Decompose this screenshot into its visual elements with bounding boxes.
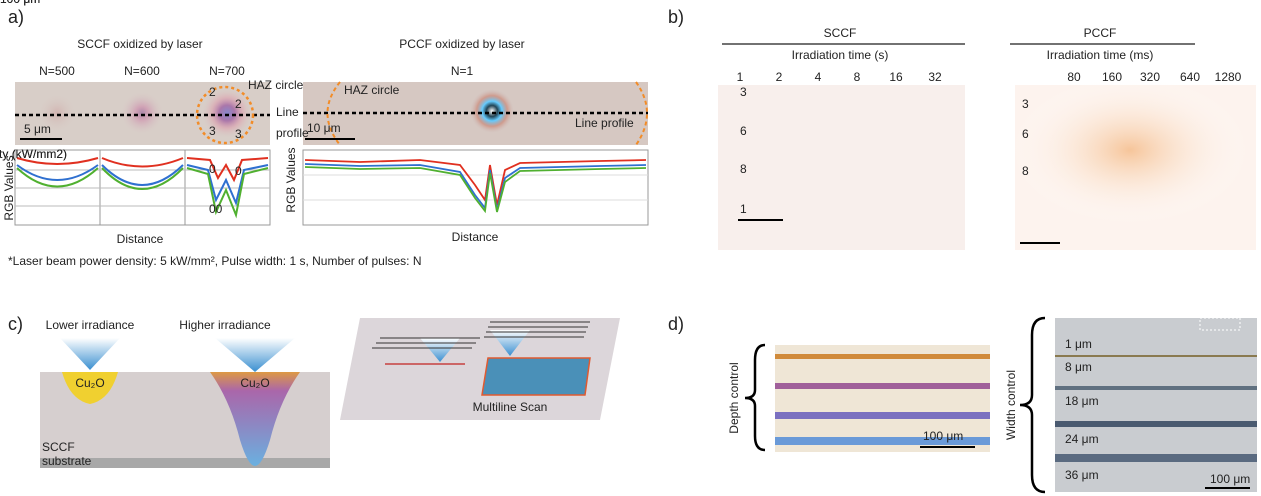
label: Cu₂O [240, 376, 269, 390]
title: SCCF [824, 26, 857, 40]
spot [120, 91, 164, 135]
panel-label: a) [8, 7, 24, 27]
pulse-label: N=1 [451, 64, 474, 78]
panel-label: b) [668, 7, 684, 27]
panel-label: d) [668, 314, 684, 334]
width-label: 24 μm [1065, 432, 1099, 446]
width-label: 8 μm [1065, 360, 1092, 374]
time-label: 16 [889, 70, 903, 84]
pulse-label: N=500 [39, 64, 75, 78]
axis-label: Distance [117, 232, 164, 246]
figure: a)SCCF oxidized by laserN=500N=600N=700H… [0, 0, 1261, 496]
brace [745, 345, 765, 450]
glow [1010, 75, 1250, 225]
time-label: 1 [737, 70, 744, 84]
panel-label: c) [8, 314, 23, 334]
label: Multiline Scan [473, 400, 548, 414]
width-label: 18 μm [1065, 394, 1099, 408]
title: SCCF oxidized by laser [77, 37, 202, 51]
sccf-grid-image [718, 85, 965, 250]
label: profile [276, 126, 309, 140]
pulse-label: N=700 [209, 64, 245, 78]
axis-title: Power density (kW/mm2) [0, 147, 67, 161]
label: Higher irradiance [179, 318, 271, 332]
stripe [775, 412, 990, 419]
time-label: 1280 [1215, 70, 1242, 84]
time-label: 80 [1067, 70, 1081, 84]
time-label: 32 [928, 70, 942, 84]
scale-label: 100 μm [0, 0, 40, 6]
scale-label: 10 μm [307, 121, 341, 135]
sccf-profiles [15, 150, 270, 225]
time-label: 8 [854, 70, 861, 84]
axis-label: RGB Values [284, 147, 298, 212]
brace [1020, 318, 1045, 492]
time-label: 4 [815, 70, 822, 84]
label: SCCF [42, 440, 75, 454]
stripe [775, 383, 990, 389]
stripe [1055, 386, 1257, 390]
axis-label: Distance [452, 230, 499, 244]
time-label: 320 [1140, 70, 1160, 84]
haz-label: HAZ circle [248, 78, 304, 92]
pccf-profiles [303, 150, 648, 225]
time-label: 2 [776, 70, 783, 84]
label: Lower irradiance [46, 318, 135, 332]
scan-area [482, 358, 590, 395]
width-label: 1 μm [1065, 337, 1092, 351]
stripe [1055, 454, 1257, 462]
label: Cu₂O [75, 376, 104, 390]
scale-label: 5 μm [24, 122, 51, 136]
beam [60, 338, 120, 370]
axis-title: Irradiation time (ms) [1047, 48, 1154, 62]
stripe [775, 354, 990, 359]
stripe [1055, 355, 1257, 357]
stripe [1055, 421, 1257, 427]
pulse-label: N=600 [124, 64, 160, 78]
width-label: 36 μm [1065, 468, 1099, 482]
footnote: *Laser beam power density: 5 kW/mm², Pul… [8, 254, 422, 268]
title: PCCF oxidized by laser [399, 37, 524, 51]
scale-label: 100 μm [1210, 472, 1250, 486]
beam [215, 338, 295, 372]
time-label: 640 [1180, 70, 1200, 84]
label: Width control [1004, 370, 1018, 440]
time-label: 160 [1102, 70, 1122, 84]
label: Depth control [727, 362, 741, 433]
label: Line profile [575, 116, 634, 130]
spot [470, 89, 514, 133]
haz-label: HAZ circle [344, 83, 400, 97]
title: PCCF [1084, 26, 1117, 40]
axis-label: RGB Values [2, 155, 16, 220]
axis-title: Irradiation time (s) [792, 48, 889, 62]
label: substrate [42, 454, 92, 468]
label: Line [276, 105, 299, 119]
scale-label: 100 μm [923, 429, 963, 443]
